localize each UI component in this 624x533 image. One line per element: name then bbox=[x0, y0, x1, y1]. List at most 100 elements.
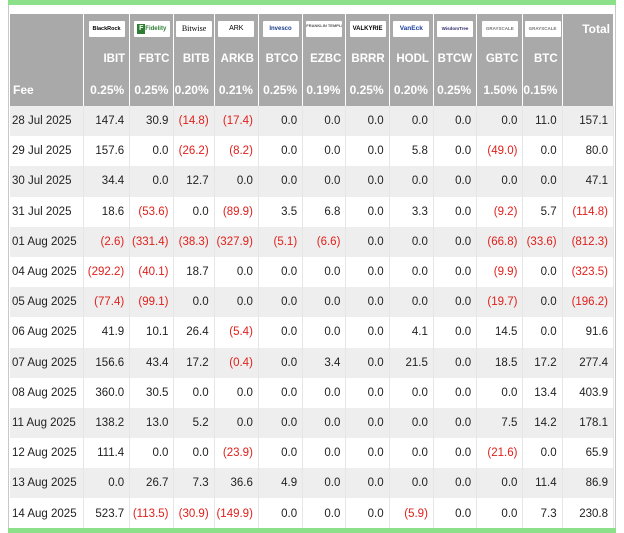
corner-cell bbox=[10, 44, 84, 74]
total-fee-cell bbox=[562, 74, 615, 106]
flow-cell: 3.3 bbox=[389, 196, 434, 227]
flow-cell: 0.0 bbox=[302, 166, 347, 197]
issuer-logo-cell: VanEck bbox=[389, 14, 434, 44]
date-cell: 05 Aug 2025 bbox=[10, 287, 84, 318]
flow-cell: 0.0 bbox=[302, 377, 347, 408]
flow-cell: 138.2 bbox=[83, 407, 131, 439]
flow-cell: 0.0 bbox=[345, 226, 390, 257]
flow-cell: 0.0 bbox=[129, 136, 175, 167]
grayscale-logo: GRAYSCALE bbox=[524, 21, 561, 37]
flow-cell: 0.0 bbox=[173, 196, 215, 227]
flow-cell: 0.0 bbox=[476, 498, 524, 529]
total-cell: 230.8 bbox=[562, 498, 615, 529]
flow-cell: 5.7 bbox=[522, 196, 563, 227]
top-accent-bar bbox=[8, 0, 616, 5]
flow-cell: 18.5 bbox=[476, 347, 524, 378]
table-row: 06 Aug 2025 41.9 10.1 26.4 (5.4) 0.0 0.0 0.0 4.1… bbox=[10, 317, 615, 348]
flow-cell: (21.6) bbox=[476, 438, 524, 469]
flow-cell: 14.5 bbox=[476, 317, 524, 348]
invesco-logo: Invesco bbox=[262, 21, 299, 37]
total-header: Total bbox=[562, 14, 615, 44]
table-row: 29 Jul 2025 157.6 0.0 (26.2) (8.2) 0.0 0.0 0.0 5… bbox=[10, 136, 615, 167]
fee-cell: 0.20% bbox=[389, 74, 434, 106]
flow-cell: 0.0 bbox=[258, 166, 304, 197]
fee-label: Fee bbox=[10, 74, 84, 106]
flow-cell: (19.7) bbox=[476, 287, 524, 318]
flow-cell: 7.3 bbox=[522, 498, 563, 529]
flow-cell: 34.4 bbox=[83, 166, 131, 197]
total-cell: 91.6 bbox=[562, 317, 615, 348]
table-row: 07 Aug 2025 156.6 43.4 17.2 (0.4) 0.0 3.4 0.0 21… bbox=[10, 347, 615, 378]
issuer-logo-cell: Bitwise bbox=[173, 14, 215, 44]
table-row: 12 Aug 2025 111.4 0.0 0.0 (23.9) 0.0 0.0 0.0 0.0… bbox=[10, 438, 615, 469]
flow-cell: 0.0 bbox=[389, 106, 434, 137]
flow-cell: (17.4) bbox=[214, 106, 259, 137]
flow-cell: 0.0 bbox=[258, 136, 304, 167]
flow-cell: 0.0 bbox=[173, 377, 215, 408]
flow-cell: (30.9) bbox=[173, 498, 215, 529]
flow-cell: (40.1) bbox=[129, 256, 175, 288]
flow-cell: 0.0 bbox=[522, 287, 563, 318]
flow-cell: 0.0 bbox=[173, 438, 215, 469]
flow-cell: 0.0 bbox=[345, 317, 390, 348]
issuer-logo-cell: GRAYSCALE bbox=[476, 14, 524, 44]
flow-cell: (6.6) bbox=[302, 226, 347, 257]
issuer-logo-cell: FRANKLIN TEMPLETON bbox=[302, 14, 347, 44]
ticker-header: GBTC bbox=[476, 44, 524, 74]
flow-cell: 26.4 bbox=[173, 317, 215, 348]
total-cell: (114.8) bbox=[562, 196, 615, 227]
flow-cell: 0.0 bbox=[522, 438, 563, 469]
flow-cell: 0.0 bbox=[433, 196, 478, 227]
flow-cell: 13.0 bbox=[129, 407, 175, 439]
flow-cell: (49.0) bbox=[476, 136, 524, 167]
ticker-header: EZBC bbox=[302, 44, 347, 74]
flow-cell: 0.0 bbox=[345, 136, 390, 167]
flow-cell: 3.5 bbox=[258, 196, 304, 227]
ticker-row: IBIT FBTC BITB ARKB BTCO EZBC BRRR HODL BTCW GBTC… bbox=[10, 44, 615, 74]
ticker-header: HODL bbox=[389, 44, 434, 74]
total-ticker-cell bbox=[562, 44, 615, 74]
flow-cell: 0.0 bbox=[258, 106, 304, 137]
flow-cell: (14.8) bbox=[173, 106, 215, 137]
total-cell: 157.1 bbox=[562, 106, 615, 137]
flow-cell: 147.4 bbox=[83, 106, 131, 137]
flow-cell: 0.0 bbox=[302, 498, 347, 529]
total-cell: (812.3) bbox=[562, 226, 615, 257]
fee-cell: 0.25% bbox=[345, 74, 390, 106]
flow-cell: (5.1) bbox=[258, 226, 304, 257]
fee-cell: 0.21% bbox=[214, 74, 259, 106]
flow-cell: 0.0 bbox=[129, 166, 175, 197]
flow-cell: (23.9) bbox=[214, 438, 259, 469]
flow-cell: 30.5 bbox=[129, 377, 175, 408]
flow-cell: 0.0 bbox=[389, 166, 434, 197]
flow-cell: 0.0 bbox=[302, 256, 347, 288]
flow-cell: 0.0 bbox=[214, 377, 259, 408]
total-cell: (196.2) bbox=[562, 287, 615, 318]
table-row: 01 Aug 2025 (2.6) (331.4) (38.3) (327.9) (5.1… bbox=[10, 226, 615, 257]
issuer-logo-cell: ARK bbox=[214, 14, 259, 44]
flow-cell: (26.2) bbox=[173, 136, 215, 167]
table-row: 30 Jul 2025 34.4 0.0 12.7 0.0 0.0 0.0 0.0 0.0 0.0… bbox=[10, 166, 615, 197]
flow-cell: 0.0 bbox=[258, 317, 304, 348]
flow-cell: 0.0 bbox=[433, 287, 478, 318]
flow-cell: 12.7 bbox=[173, 166, 215, 197]
flow-cell: 0.0 bbox=[345, 196, 390, 227]
flow-cell: 0.0 bbox=[345, 347, 390, 378]
flow-cell: 36.6 bbox=[214, 468, 259, 499]
ticker-header: FBTC bbox=[129, 44, 175, 74]
flow-cell: (77.4) bbox=[83, 287, 131, 318]
flow-cell: 13.4 bbox=[522, 377, 563, 408]
flow-cell: 0.0 bbox=[389, 256, 434, 288]
flow-cell: 17.2 bbox=[522, 347, 563, 378]
date-cell: 07 Aug 2025 bbox=[10, 347, 84, 378]
flow-cell: 0.0 bbox=[433, 136, 478, 167]
issuer-logo-cell: F Fidelity bbox=[129, 14, 175, 44]
flow-cell: 18.7 bbox=[173, 256, 215, 288]
flow-cell: (8.2) bbox=[214, 136, 259, 167]
flow-cell: 523.7 bbox=[83, 498, 131, 529]
flow-cell: 0.0 bbox=[476, 377, 524, 408]
corner-cell bbox=[10, 14, 84, 44]
fee-cell: 0.15% bbox=[522, 74, 563, 106]
table-row: 28 Jul 2025 147.4 30.9 (14.8) (17.4) 0.0 0.0 0.… bbox=[10, 106, 615, 137]
flow-cell: 11.0 bbox=[522, 106, 563, 137]
